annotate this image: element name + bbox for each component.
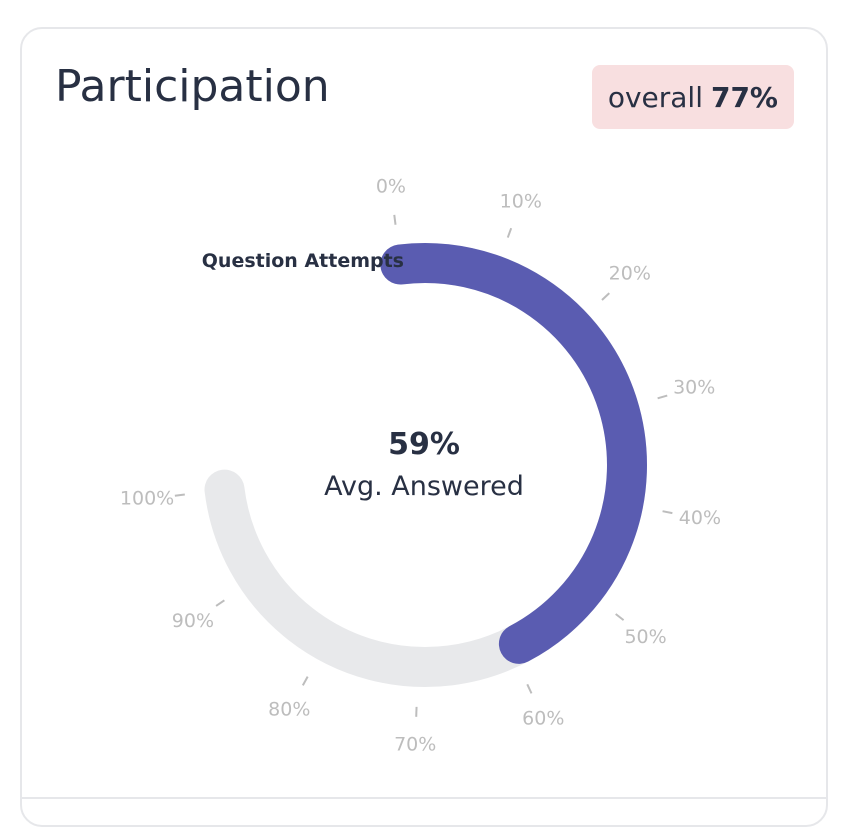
gauge-tick-label: 10% (500, 190, 542, 212)
gauge-tick-mark (175, 494, 185, 495)
gauge-center-caption: Avg. Answered (324, 471, 524, 502)
gauge-tick-mark (508, 228, 511, 237)
gauge-tick-mark (394, 215, 395, 225)
gauge-tick-label: 40% (679, 507, 721, 529)
gauge-tick-mark (216, 600, 224, 606)
gauge-tick-label: 100% (120, 488, 174, 510)
gauge-tick-label: 20% (609, 263, 651, 285)
gauge-tick-mark (663, 511, 673, 513)
series-label-question-attempts: Question Attempts (202, 250, 404, 272)
gauge-tick-mark (658, 396, 668, 399)
gauge-tick-mark (616, 614, 624, 620)
gauge-tick-label: 30% (673, 376, 715, 398)
gauge-tick-label: 0% (376, 176, 406, 198)
gauge-tick-label: 50% (624, 626, 666, 648)
gauge-tick-mark (602, 293, 609, 300)
gauge-center-value: 59% (388, 427, 460, 462)
gauge-tick-label: 60% (522, 707, 564, 729)
gauge-tick-label: 90% (172, 610, 214, 632)
gauge-tick-mark (303, 677, 308, 686)
gauge-tick-label: 80% (268, 698, 310, 720)
gauge-tick-mark (527, 684, 531, 693)
gauge-tick-label: 70% (394, 733, 436, 755)
